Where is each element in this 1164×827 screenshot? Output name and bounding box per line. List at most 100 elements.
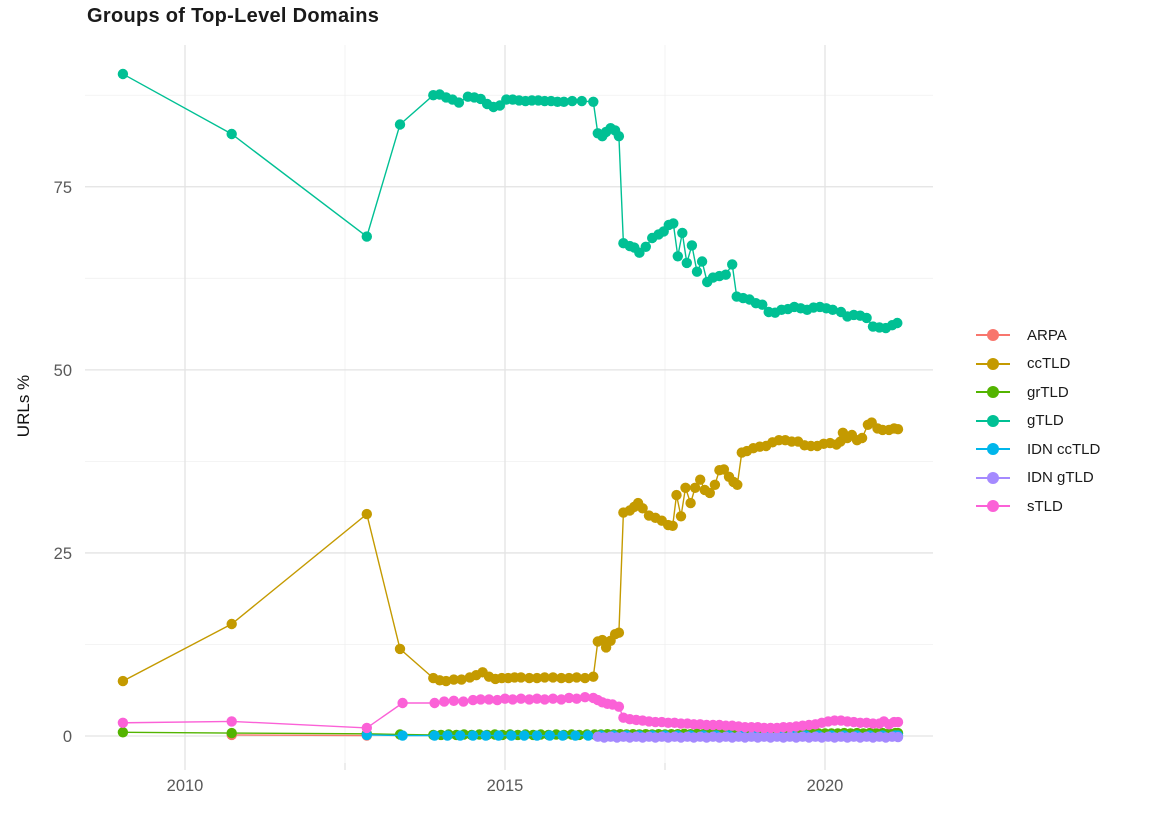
series-point-cctld	[709, 479, 721, 490]
series-point-gtld	[117, 68, 129, 80]
series-point-stld	[361, 722, 372, 734]
legend-key-icon	[976, 357, 1010, 370]
series-point-cctld	[675, 511, 687, 522]
series-point-stld	[429, 697, 440, 709]
x-tick-label: 2010	[167, 777, 204, 795]
legend-label: ccTLD	[1027, 355, 1071, 373]
series-point-gtld	[892, 317, 903, 329]
series-point-cctld	[117, 675, 129, 687]
series-point-idn-cctld	[397, 730, 408, 741]
series-point-stld	[492, 694, 503, 706]
y-tick-label: 75	[54, 179, 72, 197]
legend-item-grtld: grTLD	[976, 378, 1100, 407]
legend-label: sTLD	[1027, 497, 1063, 515]
series-point-cctld	[685, 497, 696, 509]
series-point-stld	[226, 716, 237, 727]
series-point-grtld	[117, 727, 129, 738]
legend-key-icon	[976, 500, 1010, 513]
series-point-stld	[507, 694, 518, 705]
series-point-cctld	[588, 671, 599, 682]
legend-item-idn-gtld: IDN gTLD	[976, 464, 1100, 493]
series-point-gtld	[668, 218, 679, 229]
legend-key-icon	[976, 329, 1010, 342]
series-point-stld	[531, 693, 543, 704]
series-point-gtld	[696, 256, 708, 267]
series-point-cctld	[637, 503, 648, 514]
legend-dot-glyph	[987, 357, 999, 370]
series-point-cctld	[856, 432, 868, 444]
legend-key-icon	[976, 414, 1010, 427]
series-point-cctld	[456, 674, 467, 685]
series-point-cctld	[394, 643, 406, 655]
series-point-gtld	[558, 96, 570, 108]
series-point-gtld	[691, 266, 703, 277]
series-point-cctld	[226, 618, 237, 630]
series-point-cctld	[680, 482, 691, 493]
series-point-idn-cctld	[493, 730, 504, 741]
legend-label: ARPA	[1027, 326, 1067, 344]
series-point-cctld	[579, 672, 591, 684]
series-point-idn-cctld	[480, 730, 491, 741]
series-point-stld	[458, 696, 469, 707]
series-point-stld	[524, 694, 535, 705]
series-point-idn-cctld	[544, 730, 555, 741]
x-tick-label: 2015	[487, 777, 524, 795]
legend-dot-glyph	[987, 471, 999, 484]
series-point-idn-cctld	[583, 730, 594, 741]
legend-dot-glyph	[987, 414, 999, 427]
series-point-stld	[556, 694, 567, 705]
series-point-idn-cctld	[570, 730, 581, 741]
series-line-gtld	[122, 73, 898, 329]
legend-item-cctld: ccTLD	[976, 350, 1100, 379]
series-point-gtld	[681, 257, 692, 269]
series-point-stld	[613, 701, 625, 712]
series-point-cctld	[613, 627, 625, 638]
series-point-cctld	[531, 672, 543, 684]
legend-label: gTLD	[1027, 412, 1064, 430]
series-point-stld	[547, 693, 559, 704]
series-point-idn-gtld	[892, 731, 904, 743]
series-point-gtld	[394, 119, 406, 130]
y-tick-label: 0	[63, 728, 72, 746]
legend-dot-glyph	[987, 329, 999, 342]
series-point-stld	[499, 693, 511, 704]
series-point-gtld	[361, 231, 372, 242]
series-point-stld	[563, 692, 575, 704]
series-point-gtld	[727, 259, 738, 270]
series-point-stld	[483, 694, 495, 705]
series-point-gtld	[757, 299, 768, 310]
series-point-gtld	[827, 304, 838, 315]
series-point-idn-cctld	[429, 730, 440, 741]
legend-dot-glyph	[987, 386, 999, 399]
series-point-cctld	[667, 520, 678, 531]
series-point-cctld	[718, 464, 730, 475]
legend-key-icon	[976, 443, 1010, 456]
series-point-grtld	[226, 727, 237, 739]
series-point-cctld	[515, 672, 527, 683]
legend-item-gtld: gTLD	[976, 407, 1100, 436]
series-point-idn-cctld	[519, 730, 530, 741]
series-point-cctld	[571, 672, 582, 683]
series-point-idn-cctld	[467, 730, 479, 741]
series-point-stld	[579, 692, 591, 703]
legend-item-idn-cctld: IDN ccTLD	[976, 435, 1100, 464]
x-tick-label: 2020	[807, 777, 844, 795]
series-point-stld	[892, 716, 904, 728]
series-point-stld	[467, 694, 479, 706]
series-point-cctld	[563, 672, 575, 684]
series-point-gtld	[672, 251, 683, 262]
series-point-cctld	[440, 675, 452, 687]
series-point-cctld	[892, 424, 904, 435]
series-point-gtld	[677, 227, 688, 239]
series-point-stld	[475, 694, 486, 705]
series-point-gtld	[720, 269, 731, 280]
series-point-gtld	[686, 240, 698, 251]
series-point-cctld	[361, 508, 372, 520]
series-line-arpa	[231, 734, 367, 737]
series-point-stld	[448, 695, 459, 706]
y-tick-label: 50	[54, 362, 72, 380]
series-point-idn-cctld	[442, 730, 453, 741]
series-point-gtld	[861, 312, 872, 324]
